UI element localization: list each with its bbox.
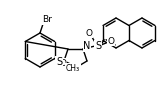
Text: Br: Br <box>42 16 52 24</box>
Text: S: S <box>56 57 62 67</box>
Text: N: N <box>83 41 91 51</box>
Text: S: S <box>95 41 101 51</box>
Text: O: O <box>85 28 92 37</box>
Text: O: O <box>59 58 66 68</box>
Text: O: O <box>107 37 115 45</box>
Text: CH₃: CH₃ <box>66 64 80 73</box>
